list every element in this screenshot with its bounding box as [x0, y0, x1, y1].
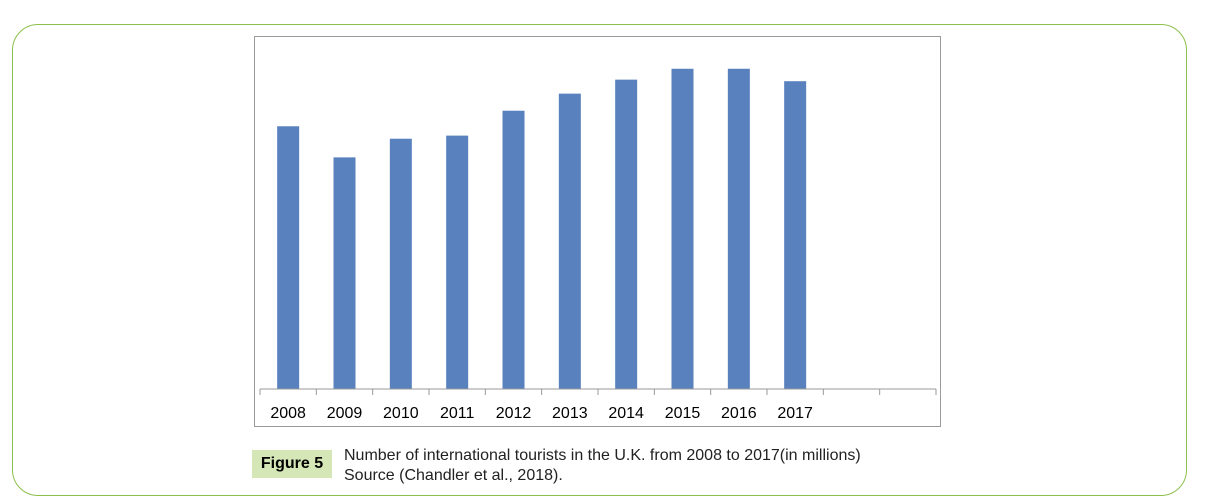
x-tick-label-2011: 2011 [440, 405, 475, 422]
x-tick-label-2016: 2016 [721, 405, 757, 422]
caption-line-2: Source (Chandler et al., 2018). [344, 467, 563, 484]
x-tick-label-2014: 2014 [608, 405, 644, 422]
caption-text: Number of international tourists in the … [344, 446, 861, 486]
bar-2013 [558, 93, 581, 390]
bar-2012 [502, 110, 525, 390]
bar-2016 [727, 68, 750, 389]
chart-container: 2008 2009 2010 2011 2012 2013 2014 2015 2016 2017 [254, 36, 941, 427]
bar-2015 [671, 68, 694, 389]
bar-2009 [333, 157, 356, 389]
x-tick-label-2012: 2012 [496, 405, 532, 422]
bar-2017 [784, 81, 807, 389]
bar-chart: 2008 2009 2010 2011 2012 2013 2014 2015 2016 2017 [259, 68, 937, 422]
bar-2014 [615, 79, 638, 390]
x-tick-label-2015: 2015 [665, 405, 701, 422]
x-tick-label-2013: 2013 [552, 405, 588, 422]
bar-2011 [446, 135, 469, 389]
bar-2010 [389, 138, 412, 389]
figure-label: Figure 5 [252, 450, 332, 478]
x-tick-label-2010: 2010 [383, 405, 419, 422]
figure-frame [12, 24, 1187, 496]
bar-2008 [277, 126, 300, 390]
caption-line-1: Number of international tourists in the … [344, 447, 861, 464]
x-tick-label-2017: 2017 [777, 405, 813, 422]
x-tick-label-2009: 2009 [327, 405, 363, 422]
x-tick-label-2008: 2008 [270, 405, 306, 422]
